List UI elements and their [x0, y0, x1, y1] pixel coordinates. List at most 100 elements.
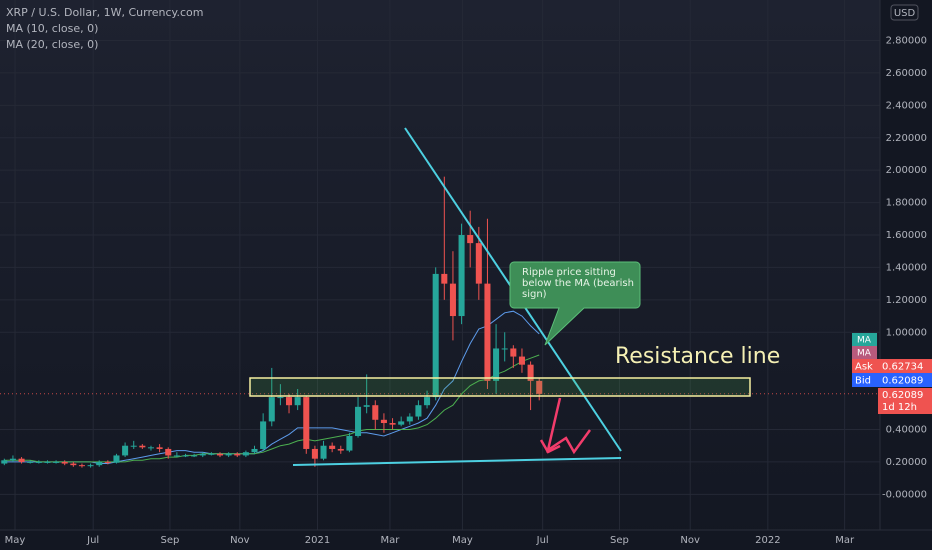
x-tick-label: Mar — [381, 535, 401, 546]
candle-body — [380, 419, 387, 424]
y-tick-label: 2.80000 — [886, 36, 927, 47]
candle-body — [398, 421, 405, 425]
candle-body — [216, 453, 224, 456]
ma-tag-label: MA — [857, 336, 872, 346]
last-price: 0.62089 — [882, 390, 923, 401]
ma-tag — [852, 346, 877, 359]
candle-body — [449, 283, 456, 317]
candle-body — [87, 465, 94, 467]
candle-body — [329, 445, 336, 449]
axis-labels: 2.80000 2.60000 2.40000 2.20000 2.00000 1.800… — [5, 36, 927, 546]
candle-body — [104, 461, 111, 463]
callout-text: Ripple price sitting — [522, 267, 616, 278]
callout-text: below the MA (bearish — [522, 278, 634, 289]
candle-body — [355, 406, 362, 436]
support-line — [292, 457, 622, 466]
candle-body — [147, 447, 154, 449]
y-tick-label: 0.40000 — [886, 425, 927, 436]
candle-body — [139, 445, 146, 448]
callout-box — [509, 261, 641, 346]
y-tick-label: 1.40000 — [886, 262, 927, 273]
bid-value: 0.62089 — [882, 376, 923, 387]
candle-body — [467, 235, 474, 244]
candle-body — [113, 455, 120, 463]
candle-body — [432, 273, 439, 398]
x-tick-label: Mar — [835, 535, 855, 546]
x-tick-label: Nov — [230, 535, 250, 546]
x-tick-label: Jul — [86, 535, 99, 546]
countdown: 1d 12h — [882, 402, 917, 413]
indicator-label: MA (10, close, 0) — [6, 22, 98, 35]
y-tick-label: 2.20000 — [886, 133, 927, 144]
x-tick-label: May — [5, 535, 26, 546]
candle-body — [199, 453, 206, 456]
candle-body — [61, 461, 68, 464]
x-tick-label: 2022 — [755, 535, 780, 546]
candle-body — [501, 348, 508, 350]
candle-body — [389, 423, 396, 425]
candle-body — [173, 455, 180, 457]
time-axis — [0, 530, 932, 550]
currency-button[interactable] — [890, 4, 919, 21]
resistance-zone — [249, 377, 751, 397]
ma-tag-label: MA — [857, 349, 872, 359]
y-tick-label: 2.00000 — [886, 165, 927, 176]
y-tick-label: -0.00000 — [882, 489, 927, 500]
candle-body — [286, 397, 293, 406]
candle-body — [484, 283, 491, 381]
candle-body — [536, 380, 543, 394]
callout-text: sign) — [522, 289, 547, 300]
candle-body — [53, 461, 60, 463]
candle-body — [156, 447, 163, 449]
y-tick-label: 1.00000 — [886, 327, 927, 338]
ask-tag — [852, 359, 932, 373]
y-tick-label: 1.60000 — [886, 230, 927, 241]
candle-body — [70, 463, 77, 466]
candle-body — [458, 235, 465, 317]
candle-body — [406, 416, 413, 422]
candle-body — [268, 397, 275, 422]
candle-body — [191, 455, 198, 457]
x-tick-label: Nov — [680, 535, 700, 546]
candle-body — [320, 445, 327, 459]
candle-body — [527, 364, 534, 381]
price-axis — [880, 0, 932, 530]
candle-body — [1, 460, 8, 464]
ma-tag — [852, 333, 877, 346]
grid — [0, 0, 880, 530]
candle-body — [311, 448, 318, 459]
candle-body — [475, 243, 482, 284]
y-tick-label: 2.40000 — [886, 100, 927, 111]
candle-body — [27, 461, 34, 463]
candle-body — [35, 461, 42, 463]
ma-line — [4, 354, 540, 463]
candle-body — [78, 465, 85, 467]
y-tick-label: 2.60000 — [886, 68, 927, 79]
bid-tag — [852, 373, 932, 387]
resistance-label: Resistance line — [615, 344, 780, 369]
x-tick-label: Jul — [536, 535, 549, 546]
candle-body — [294, 397, 301, 406]
y-tick-label: 1.20000 — [886, 295, 927, 306]
candle-body — [424, 397, 431, 406]
x-tick-label: 2021 — [305, 535, 330, 546]
indicator-label: MA (20, close, 0) — [6, 38, 98, 51]
candle-body — [251, 448, 258, 453]
candle-body — [346, 435, 353, 451]
candle-body — [415, 405, 422, 417]
x-tick-label: Sep — [161, 535, 180, 546]
ma-line — [4, 310, 540, 464]
y-tick-label: 1.80000 — [886, 198, 927, 209]
candle-body — [9, 458, 16, 461]
x-tick-label: Sep — [610, 535, 629, 546]
candle-body — [303, 397, 310, 449]
candle-body — [96, 461, 103, 466]
x-tick-label: May — [452, 535, 473, 546]
candle-body — [182, 455, 189, 457]
arrow-head — [539, 439, 561, 454]
currency-label[interactable]: USD — [894, 8, 916, 19]
candle-body — [122, 445, 129, 456]
plot — [0, 176, 880, 468]
